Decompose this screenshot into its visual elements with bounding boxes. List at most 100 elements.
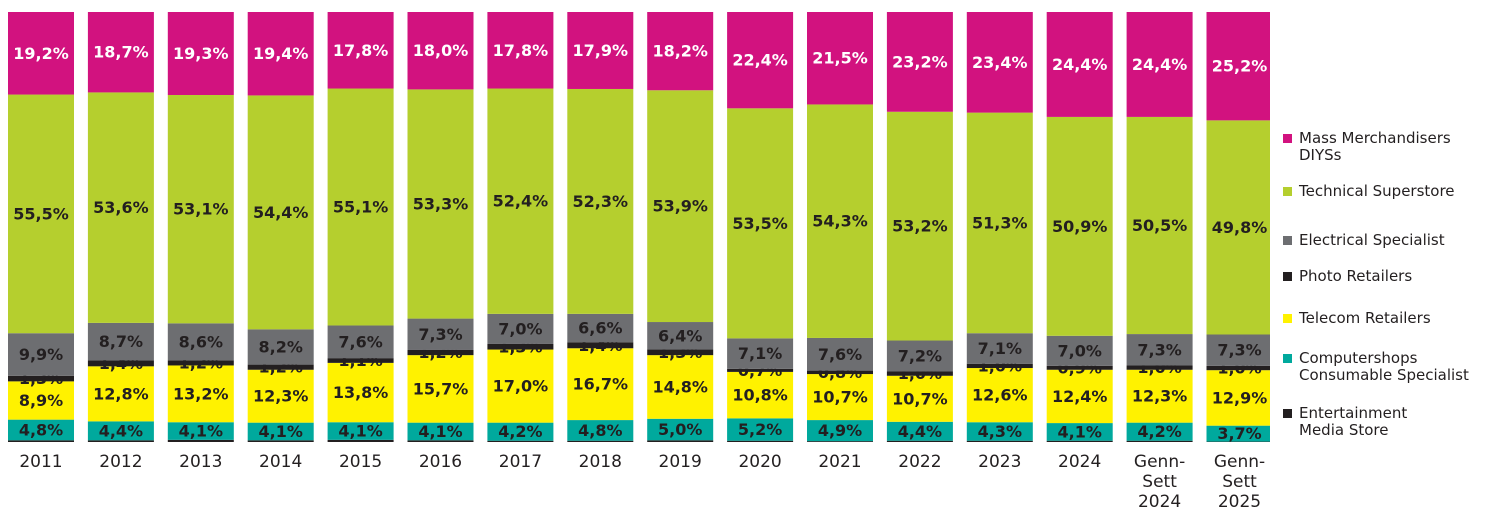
bar-segment [807,374,873,421]
x-tick-label: Genn- Sett 2025 [1213,452,1266,512]
data-label: 4,2% [1137,422,1181,441]
bar-segment [727,440,794,442]
data-label: 4,1% [418,422,462,441]
data-label: 55,1% [333,198,389,217]
data-label: 25,2% [1212,57,1268,76]
bar-segment [1126,369,1193,423]
data-label: 7,3% [1217,341,1261,360]
data-label: 7,0% [1058,341,1102,360]
bar-segment [966,422,1033,441]
data-label: 17,8% [333,41,389,60]
data-label: 9,9% [19,345,63,364]
x-tick-label: 2015 [338,452,383,472]
bar-segment [327,12,394,89]
legend-label: Telecom Retailers [1299,309,1431,327]
bar-segment [1126,116,1193,335]
bar-segment [1206,334,1270,366]
data-label: 18,7% [93,43,149,62]
data-label: 7,0% [498,319,542,338]
data-label: 23,2% [892,52,948,71]
bar-segment [167,12,234,95]
legend-swatch [1283,314,1292,323]
bar-segment [327,325,394,359]
bar-segment [1046,335,1113,366]
bar-segment [407,440,474,442]
bar-segment [247,369,314,423]
bar-segment [407,422,474,441]
bar-segment [727,368,794,372]
data-label: 24,4% [1052,55,1108,74]
bar-segment [567,348,634,421]
data-label: 8,7% [99,332,143,351]
bar-segment [8,419,74,441]
bar-segment [8,440,74,442]
data-label: 50,5% [1132,216,1188,235]
bar-segment [567,342,634,349]
data-label: 49,8% [1212,218,1268,237]
bar-segment [487,349,554,423]
legend-entry: Electrical Specialist [1283,232,1445,249]
bar-segment [327,362,394,423]
data-label: 4,1% [179,422,223,441]
legend-label: Mass Merchandisers DIYSs [1299,129,1451,164]
bar-segment [727,108,794,339]
bar-segment [886,111,953,341]
x-tick-label: 2016 [418,452,463,472]
data-label: 51,3% [972,213,1028,232]
bar-segment [1046,12,1113,117]
legend-entry: Computershops Consumable Specialist [1283,350,1469,384]
legend-label: Technical Superstore [1299,182,1455,200]
x-tick-label: 2019 [658,452,702,472]
bar-segment [487,422,554,441]
data-label: 4,9% [818,421,862,440]
bar-segment [966,440,1033,442]
bar-segment [8,381,74,420]
data-label: 19,2% [13,44,69,63]
bar-segment [87,366,154,422]
bar-segment [807,420,873,442]
bar-segment [966,363,1033,369]
data-label: 17,8% [493,41,549,60]
data-label: 18,2% [652,42,708,61]
data-label: 5,2% [738,420,782,439]
bar-segment [727,12,794,109]
bar-segment [727,338,794,369]
bar-segment [567,88,634,314]
data-label: 4,4% [898,422,942,441]
bar-segment [567,420,634,441]
data-label: 53,5% [732,214,788,233]
bar-segment [647,418,714,441]
legend-entry: Photo Retailers [1283,268,1412,285]
bar-segment [647,12,714,91]
bar-segment [966,333,1033,364]
bar-segment [1206,120,1270,335]
data-label: 19,3% [173,44,229,63]
data-label: 54,4% [253,203,309,222]
data-label: 24,4% [1132,55,1188,74]
bar-segment [327,358,394,363]
data-label: 10,8% [732,386,788,405]
bar-segment [1126,334,1193,366]
data-label: 4,2% [498,422,542,441]
bar-segment [487,313,554,344]
legend-label: Entertainment Media Store [1299,404,1408,439]
bar-segment [966,12,1033,113]
x-tick-label: 2021 [818,452,862,472]
bar-segment [567,440,634,442]
bar-segment [1206,365,1270,371]
bar-segment [327,422,394,440]
x-tick-label: 2013 [179,452,223,472]
x-tick-label: 2024 [1058,452,1102,472]
x-tick-label: 2014 [259,452,303,472]
bar-segment [167,422,234,440]
data-label: 18,0% [413,41,469,60]
bar-segment [1046,440,1113,442]
data-label: 16,7% [573,375,629,394]
data-label: 53,6% [93,198,149,217]
bar-segment [407,12,474,90]
bar-segment [567,313,634,343]
data-label: 7,1% [978,339,1022,358]
legend-swatch [1283,187,1292,196]
bar-segment [167,360,234,366]
